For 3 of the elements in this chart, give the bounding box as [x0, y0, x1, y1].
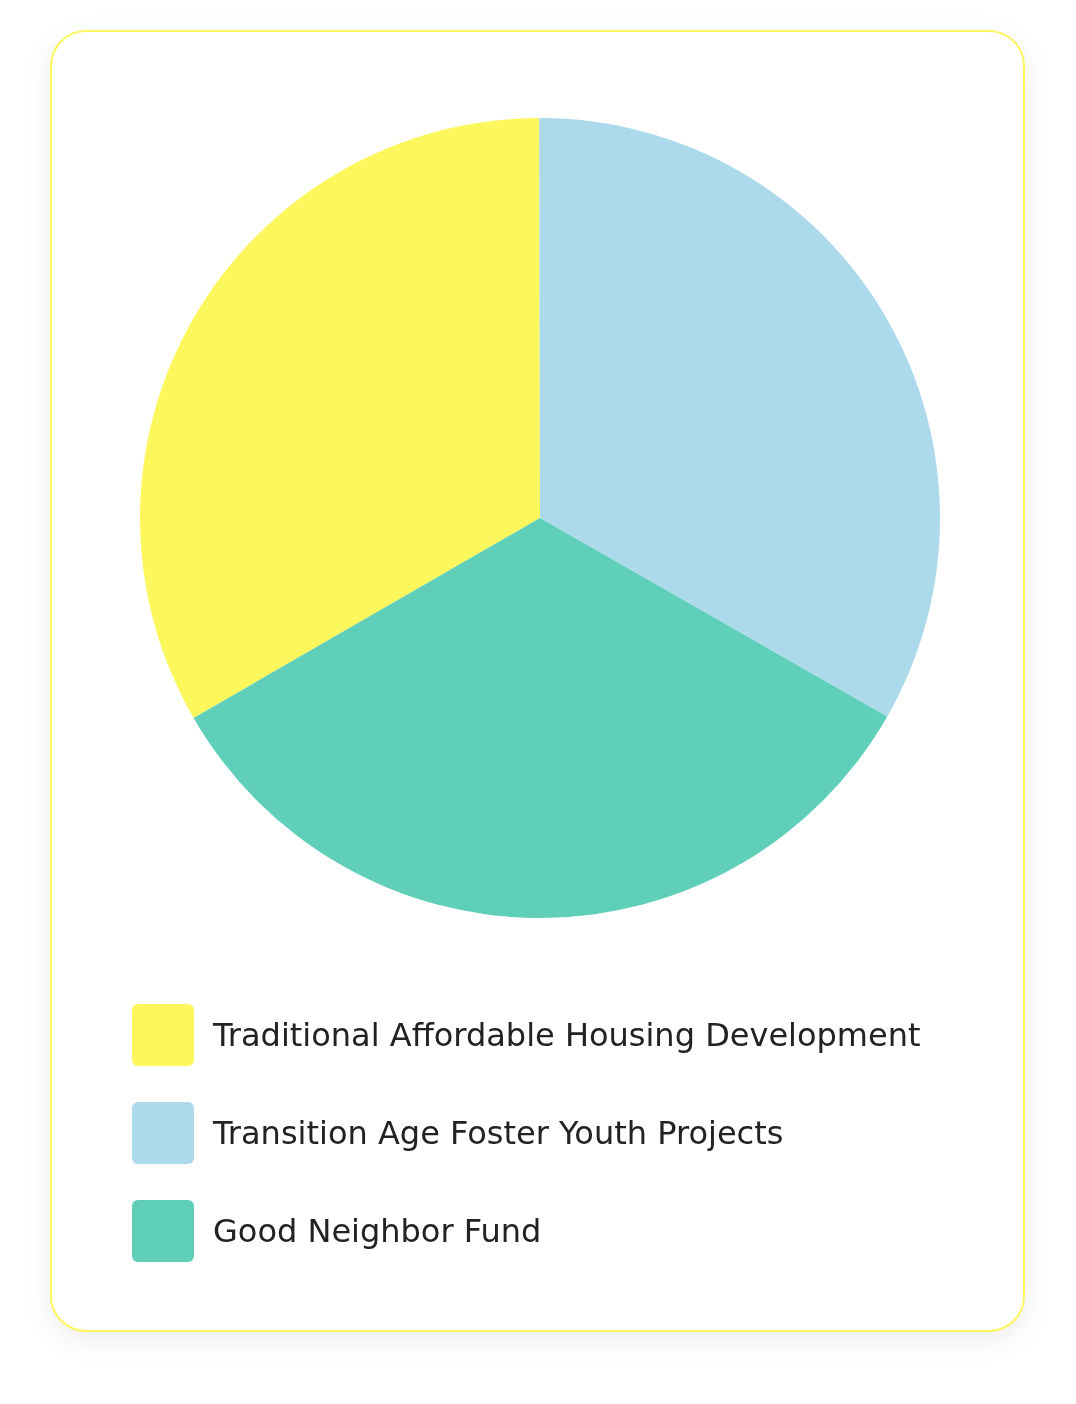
legend-label: Good Neighbor Fund [213, 1212, 542, 1250]
legend-label: Transition Age Foster Youth Projects [212, 1114, 784, 1152]
legend-label: Traditional Affordable Housing Development [212, 1016, 921, 1054]
